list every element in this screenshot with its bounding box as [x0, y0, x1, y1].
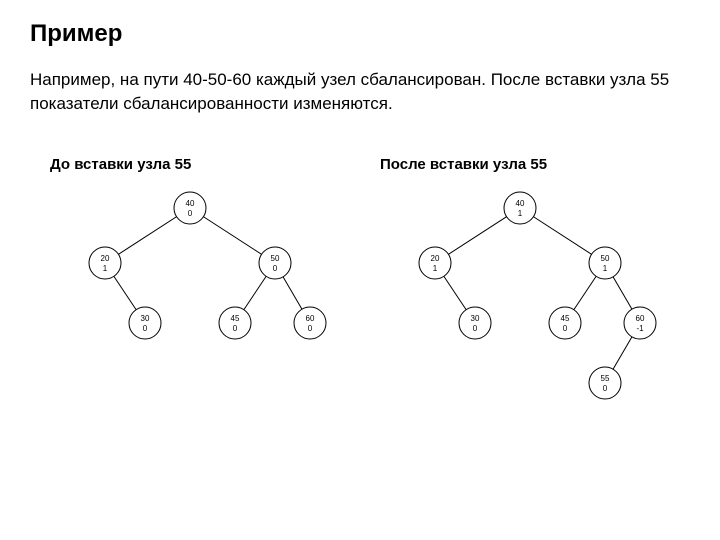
node-balance: -1	[636, 324, 644, 333]
tree-node: 550	[589, 367, 621, 399]
node-balance: 0	[308, 324, 313, 333]
tree-node: 400	[174, 192, 206, 224]
tree-node: 201	[419, 247, 451, 279]
tree-node: 60-1	[624, 307, 656, 339]
node-balance: 1	[603, 264, 608, 273]
node-balance: 1	[518, 209, 523, 218]
node-balance: 0	[603, 384, 608, 393]
tree-before-svg: 400201500300450600	[50, 183, 330, 383]
tree-after-panel: После вставки узла 55 40120150130045060-…	[380, 156, 670, 443]
tree-node: 201	[89, 247, 121, 279]
node-value: 50	[271, 254, 280, 263]
node-value: 40	[516, 199, 525, 208]
node-value: 60	[306, 314, 315, 323]
node-balance: 0	[473, 324, 478, 333]
node-balance: 1	[103, 264, 108, 273]
page-title: Пример	[30, 20, 690, 48]
tree-node: 600	[294, 307, 326, 339]
tree-after-svg: 40120150130045060-1550	[380, 183, 670, 443]
node-value: 45	[231, 314, 240, 323]
tree-node: 300	[459, 307, 491, 339]
description: Например, на пути 40-50-60 каждый узел с…	[30, 68, 690, 116]
node-balance: 0	[188, 209, 193, 218]
node-value: 20	[431, 254, 440, 263]
node-balance: 0	[143, 324, 148, 333]
tree-node: 450	[549, 307, 581, 339]
node-value: 40	[186, 199, 195, 208]
tree-node: 450	[219, 307, 251, 339]
tree-node: 500	[259, 247, 291, 279]
node-balance: 0	[563, 324, 568, 333]
node-value: 20	[101, 254, 110, 263]
node-value: 60	[636, 314, 645, 323]
node-balance: 0	[273, 264, 278, 273]
tree-after-title: После вставки узла 55	[380, 156, 670, 173]
trees-container: До вставки узла 55 400201500300450600 По…	[30, 156, 690, 443]
node-value: 55	[601, 374, 610, 383]
tree-node: 501	[589, 247, 621, 279]
tree-node: 401	[504, 192, 536, 224]
node-balance: 1	[433, 264, 438, 273]
node-value: 50	[601, 254, 610, 263]
tree-before-title: До вставки узла 55	[50, 156, 330, 173]
node-balance: 0	[233, 324, 238, 333]
tree-before-panel: До вставки узла 55 400201500300450600	[50, 156, 330, 443]
tree-node: 300	[129, 307, 161, 339]
node-value: 30	[471, 314, 480, 323]
node-value: 45	[561, 314, 570, 323]
node-value: 30	[141, 314, 150, 323]
